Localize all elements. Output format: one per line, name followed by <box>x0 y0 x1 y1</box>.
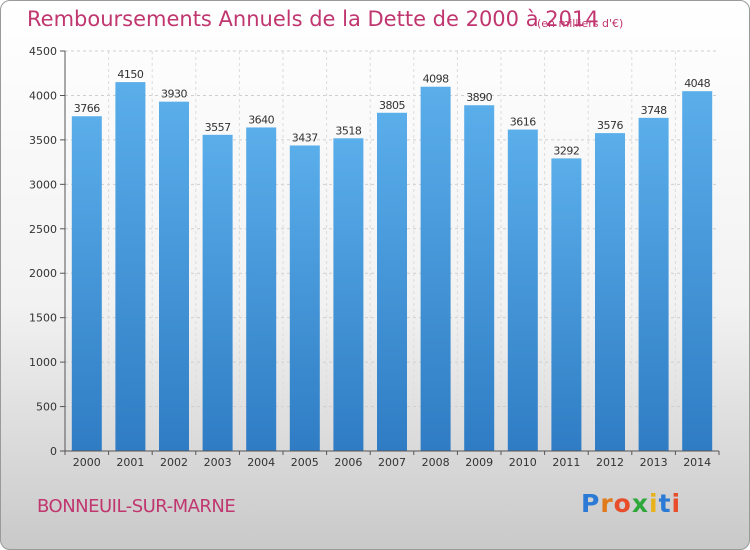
data-label: 3640 <box>248 113 274 126</box>
proxiti-logo: Proxiti <box>581 489 681 518</box>
bar <box>507 129 538 452</box>
x-tick-label: 2007 <box>378 456 406 469</box>
data-label: 3576 <box>597 119 623 132</box>
y-tick-label: 500 <box>36 401 57 414</box>
x-tick-label: 2002 <box>160 456 188 469</box>
chart-title: Remboursements Annuels de la Dette de 20… <box>27 7 599 31</box>
x-tick-label: 2009 <box>465 456 493 469</box>
x-tick-label: 2001 <box>116 456 144 469</box>
bar <box>682 91 713 451</box>
bar <box>115 82 146 451</box>
logo-letter: i <box>649 489 659 518</box>
x-tick-label: 2014 <box>683 456 711 469</box>
data-label: 4150 <box>117 68 143 81</box>
data-label: 3437 <box>292 131 318 144</box>
logo-letter: o <box>613 489 632 518</box>
data-label: 3557 <box>205 121 231 134</box>
logo-letter: P <box>581 489 601 518</box>
y-tick-label: 1500 <box>29 312 57 325</box>
data-label: 4098 <box>423 73 449 86</box>
bar <box>551 158 582 451</box>
data-label: 3518 <box>335 124 361 137</box>
data-label: 4048 <box>684 77 710 90</box>
data-label: 3766 <box>74 102 100 115</box>
y-tick-label: 3000 <box>29 178 57 191</box>
logo-letter: x <box>631 489 649 518</box>
bar <box>71 116 102 451</box>
unit-note: (en milliers d'€) <box>537 17 624 30</box>
data-label: 3292 <box>553 144 579 157</box>
bar <box>464 105 495 451</box>
x-tick-label: 2000 <box>73 456 101 469</box>
bar <box>420 86 451 451</box>
data-label: 3890 <box>466 91 492 104</box>
y-tick-label: 4000 <box>29 89 57 102</box>
bar <box>595 133 625 451</box>
y-tick-label: 3500 <box>29 134 57 147</box>
x-tick-label: 2006 <box>334 456 362 469</box>
y-tick-label: 0 <box>50 445 57 458</box>
y-tick-label: 2000 <box>29 267 57 280</box>
bar <box>638 117 669 451</box>
data-label: 3805 <box>379 99 405 112</box>
bar <box>333 138 364 452</box>
x-tick-label: 2005 <box>291 456 319 469</box>
x-tick-label: 2008 <box>422 456 450 469</box>
x-tick-label: 2012 <box>596 456 624 469</box>
x-tick-label: 2011 <box>552 456 580 469</box>
y-tick-label: 2500 <box>29 223 57 236</box>
x-tick-label: 2013 <box>640 456 668 469</box>
data-label: 3616 <box>510 116 536 129</box>
bar <box>202 134 233 452</box>
logo-letter: r <box>600 489 614 518</box>
data-label: 3930 <box>161 88 187 101</box>
y-tick-label: 4500 <box>29 45 57 58</box>
logo-letter: t <box>658 489 672 518</box>
x-tick-label: 2003 <box>204 456 232 469</box>
logo-letter: i <box>671 489 682 518</box>
y-tick-label: 1000 <box>29 356 57 369</box>
commune-name: BONNEUIL-SUR-MARNE <box>37 496 236 517</box>
bar <box>377 112 407 452</box>
bar <box>159 101 189 452</box>
x-tick-label: 2010 <box>509 456 537 469</box>
bar <box>246 127 277 451</box>
data-label: 3748 <box>641 104 667 117</box>
x-tick-label: 2004 <box>247 456 275 469</box>
bar <box>289 145 320 451</box>
